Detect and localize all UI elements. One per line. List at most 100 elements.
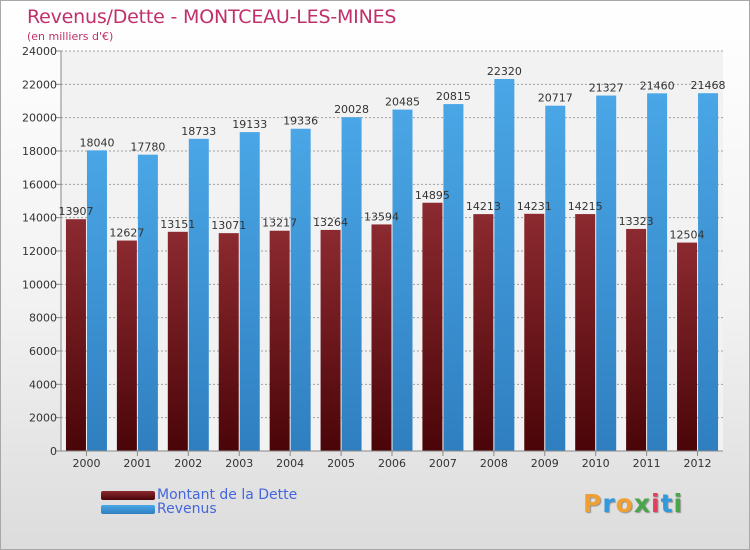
logo-letter: o <box>615 489 634 518</box>
bar-dette <box>422 202 443 451</box>
chart-subtitle: (en milliers d'€) <box>27 30 114 43</box>
data-label-revenus: 21468 <box>691 79 726 92</box>
data-label-revenus: 21460 <box>640 79 675 92</box>
legend-label-revenus: Revenus <box>157 501 217 517</box>
plot-area <box>61 51 723 451</box>
y-tick-label: 12000 <box>22 245 57 258</box>
proxiti-logo: Proxiti <box>583 489 683 518</box>
x-tick-label: 2010 <box>582 457 610 470</box>
data-label-dette: 14213 <box>466 200 501 213</box>
x-tick-label: 2009 <box>531 457 559 470</box>
bars <box>65 79 719 452</box>
bar-revenus <box>239 132 260 451</box>
data-label-revenus: 20028 <box>334 103 369 116</box>
axes: 0 2000 4000 6000 8000 10000 12000 14000 16000 180… <box>22 45 723 470</box>
data-label-dette: 12504 <box>670 229 705 242</box>
logo-letter: P <box>583 489 603 518</box>
y-tick-label: 10000 <box>22 278 57 291</box>
y-tick-label: 18000 <box>22 145 57 158</box>
data-label-dette: 14215 <box>568 200 603 213</box>
data-label-dette: 13071 <box>211 219 246 232</box>
bar-revenus <box>443 104 464 451</box>
data-label-revenus: 21327 <box>589 82 624 95</box>
legend-item-dette: Montant de la Dette <box>101 487 297 503</box>
data-label-dette: 13151 <box>160 218 195 231</box>
y-tick-label: 2000 <box>29 412 57 425</box>
bar-revenus <box>647 93 668 451</box>
y-tick-label: 24000 <box>22 45 57 58</box>
data-label-revenus: 20815 <box>436 90 471 103</box>
plot-background <box>61 51 723 451</box>
data-label-revenus: 17780 <box>130 141 165 154</box>
y-tick-label: 20000 <box>22 112 57 125</box>
logo-letter: i <box>673 489 684 518</box>
bar-dette <box>626 228 647 451</box>
chart-title: Revenus/Dette - MONTCEAU-LES-MINES <box>27 6 397 28</box>
bar-dette <box>65 219 86 451</box>
bar-revenus <box>698 93 719 451</box>
x-tick-label: 2004 <box>276 457 304 470</box>
data-label-dette: 14895 <box>415 189 450 202</box>
logo-letter: x <box>633 489 651 518</box>
bar-dette <box>524 213 545 451</box>
data-label-dette: 13323 <box>619 215 654 228</box>
logo-letter: t <box>660 489 674 518</box>
y-tick-label: 8000 <box>29 312 57 325</box>
bar-revenus <box>596 95 617 452</box>
legend-swatch-revenus <box>101 504 155 514</box>
bar-dette <box>116 240 137 451</box>
x-tick-label: 2006 <box>378 457 406 470</box>
bar-revenus <box>290 128 311 451</box>
legend-item-revenus: Revenus <box>101 501 217 517</box>
data-label-dette: 13594 <box>364 210 399 223</box>
bar-revenus <box>188 138 209 452</box>
bar-dette <box>677 242 698 451</box>
data-label-revenus: 18040 <box>79 136 114 149</box>
y-tick-label: 6000 <box>29 345 57 358</box>
data-label-revenus: 18733 <box>181 125 216 138</box>
y-tick-label: 22000 <box>22 78 57 91</box>
bar-dette <box>371 224 392 451</box>
logo-letter: r <box>602 489 616 518</box>
bar-revenus <box>341 117 362 451</box>
data-label-revenus: 22320 <box>487 65 522 78</box>
bar-revenus <box>545 105 566 451</box>
bar-revenus <box>494 79 515 451</box>
x-tick-label: 2007 <box>429 457 457 470</box>
bar-dette <box>218 233 239 451</box>
x-tick-label: 2000 <box>72 457 100 470</box>
logo-letter: i <box>651 489 661 518</box>
data-label-dette: 14231 <box>517 200 552 213</box>
y-tick-label: 16000 <box>22 178 57 191</box>
bar-dette <box>473 214 494 451</box>
data-label-dette: 13264 <box>313 216 348 229</box>
x-tick-label: 2011 <box>633 457 661 470</box>
y-tick-label: 4000 <box>29 378 57 391</box>
legend-label-dette: Montant de la Dette <box>157 487 298 503</box>
x-tick-label: 2001 <box>123 457 151 470</box>
data-label-dette: 13907 <box>58 205 93 218</box>
data-label-dette: 12627 <box>109 227 144 240</box>
x-tick-label: 2008 <box>480 457 508 470</box>
bar-revenus <box>137 154 158 451</box>
y-tick-label: 14000 <box>22 212 57 225</box>
bar-dette <box>575 214 596 451</box>
data-label-dette: 13217 <box>262 217 297 230</box>
y-tick-label: 0 <box>50 445 57 458</box>
data-labels: 13907 18040 12627 17780 13151 18733 13071 19133… <box>58 65 725 242</box>
bar-dette <box>167 231 188 451</box>
x-tick-label: 2002 <box>174 457 202 470</box>
x-tick-label: 2005 <box>327 457 355 470</box>
x-tick-label: 2003 <box>225 457 253 470</box>
bar-revenus <box>86 150 107 452</box>
x-tick-label: 2012 <box>684 457 712 470</box>
legend-swatch-dette <box>101 490 155 500</box>
bar-revenus <box>392 109 413 451</box>
data-label-revenus: 19336 <box>283 115 318 128</box>
data-label-revenus: 19133 <box>232 118 267 131</box>
data-label-revenus: 20717 <box>538 92 573 105</box>
bar-dette <box>269 230 290 451</box>
bar-dette <box>320 229 341 451</box>
